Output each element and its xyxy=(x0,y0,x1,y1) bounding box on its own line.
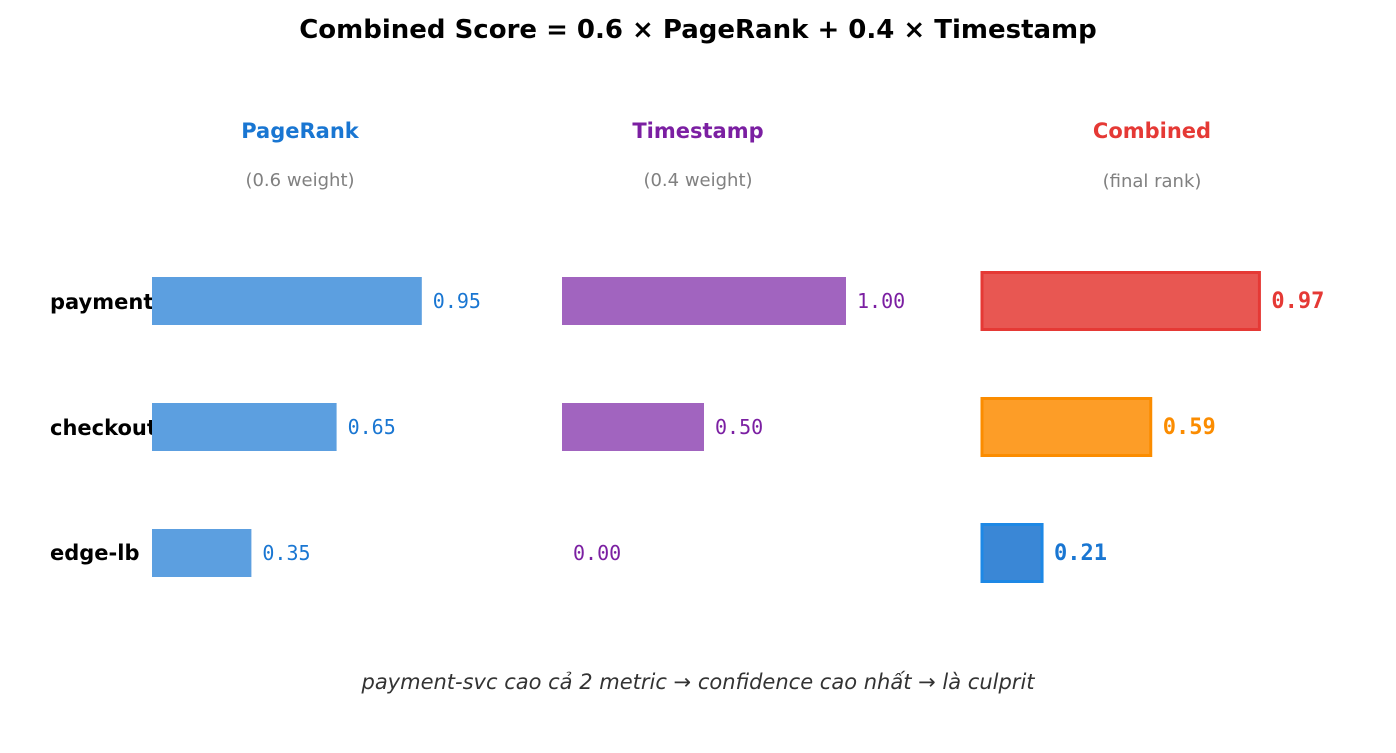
pagerank-header: PageRank xyxy=(241,119,360,143)
combined-subheader: (final rank) xyxy=(1103,171,1202,192)
value-label-pagerank-checkout-svc: 0.65 xyxy=(348,415,396,439)
bar-combined-checkout-svc xyxy=(980,397,1153,457)
value-label-timestamp-edge-lb: 0.00 xyxy=(573,541,621,565)
value-label-pagerank-edge-lb: 0.35 xyxy=(262,541,310,565)
bar-combined-payment-svc xyxy=(980,271,1261,331)
value-label-combined-checkout-svc: 0.59 xyxy=(1163,415,1216,440)
bar-pagerank-edge-lb xyxy=(152,529,252,577)
combined-header: Combined xyxy=(1093,119,1211,143)
bar-timestamp-payment-svc xyxy=(562,277,846,325)
value-label-combined-payment-svc: 0.97 xyxy=(1271,289,1324,314)
bar-pagerank-checkout-svc xyxy=(152,403,337,451)
chart-marks: 0.95 0.65 0.35 1.00 0.50 0.00 0.97 0.59 0.21 xyxy=(152,271,1324,583)
value-label-pagerank-payment-svc: 0.95 xyxy=(433,289,481,313)
bar-combined-edge-lb xyxy=(980,523,1044,583)
pagerank-subheader: (0.6 weight) xyxy=(245,170,354,191)
value-label-timestamp-payment-svc: 1.00 xyxy=(857,289,905,313)
chart-title: Combined Score = 0.6 × PageRank + 0.4 × … xyxy=(299,15,1097,45)
value-label-combined-edge-lb: 0.21 xyxy=(1054,541,1107,566)
value-label-timestamp-checkout-svc: 0.50 xyxy=(715,415,763,439)
bar-timestamp-checkout-svc xyxy=(562,403,704,451)
bar-pagerank-payment-svc xyxy=(152,277,422,325)
footnote: payment-svc cao cả 2 metric → confidence… xyxy=(360,670,1035,694)
row-label-edge-lb: edge-lb xyxy=(50,541,140,565)
timestamp-header: Timestamp xyxy=(632,119,763,143)
timestamp-subheader: (0.4 weight) xyxy=(643,170,752,191)
